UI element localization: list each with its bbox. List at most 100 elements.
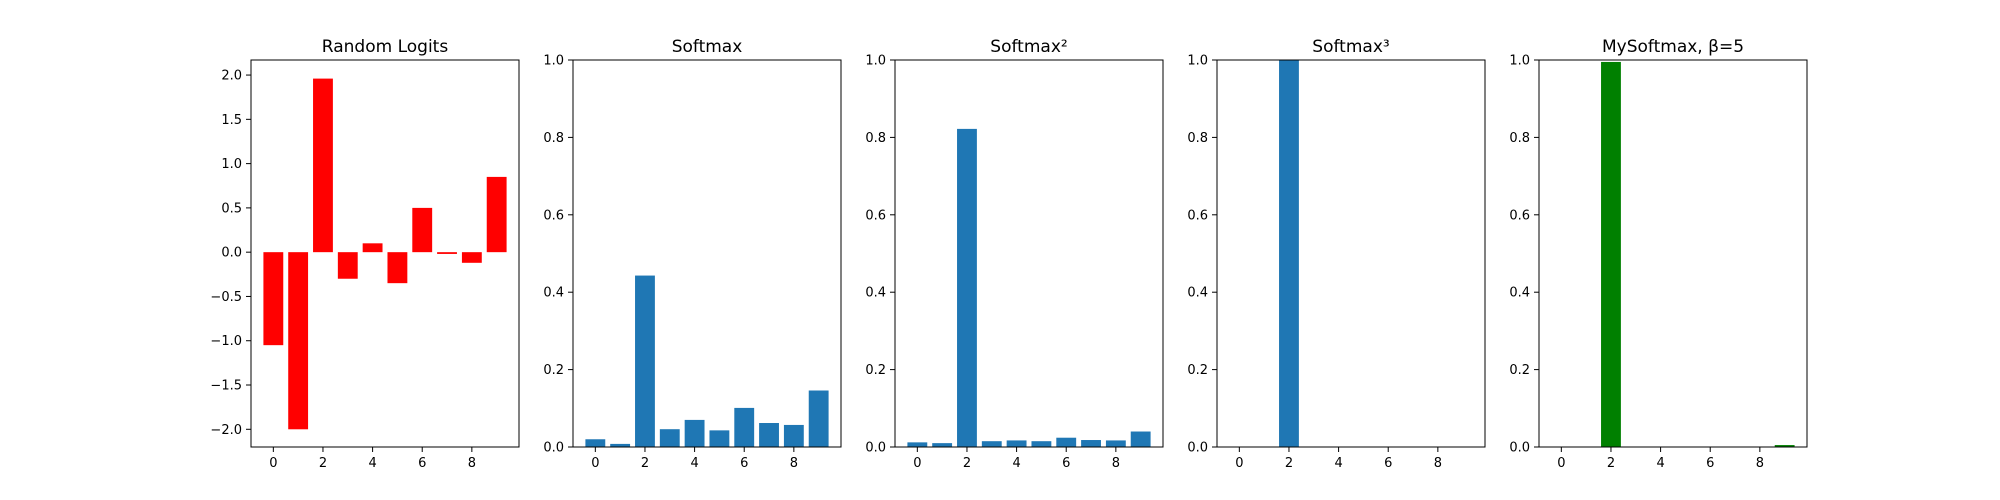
y-tick-label: 0.2 bbox=[1509, 363, 1530, 378]
x-tick-label: 0 bbox=[1557, 456, 1565, 471]
x-tick-label: 8 bbox=[468, 456, 476, 471]
y-tick-label: 0.0 bbox=[221, 246, 242, 261]
bar-2 bbox=[635, 275, 655, 447]
bar-2 bbox=[1279, 60, 1299, 447]
x-tick-label: 4 bbox=[1012, 456, 1020, 471]
bar-3 bbox=[659, 429, 680, 447]
bar-0 bbox=[585, 439, 606, 447]
axes-frame bbox=[572, 59, 842, 448]
chart-panel-2: 0.0 0.2 0.4 0.6 0.8 1.0 0 2 4 6 8 Softmax bbox=[543, 37, 842, 471]
bar-9 bbox=[808, 390, 829, 447]
bar-6 bbox=[1056, 437, 1077, 447]
y-tick-label: 0.0 bbox=[1187, 441, 1208, 456]
y-tick-label: 0.6 bbox=[865, 208, 886, 223]
bar-9 bbox=[1774, 445, 1795, 447]
x-tick-label: 0 bbox=[913, 456, 921, 471]
y-tick-label: 0.8 bbox=[543, 131, 564, 146]
y-tick-label: 0.6 bbox=[1509, 208, 1530, 223]
axes-frame bbox=[894, 59, 1164, 448]
chart-panel-4: 0.0 0.2 0.4 0.6 0.8 1.0 0 2 4 6 8 Softmax³ bbox=[1187, 37, 1486, 471]
y-tick-label: 1.0 bbox=[221, 157, 242, 172]
chart-panel-3: 0.0 0.2 0.4 0.6 0.8 1.0 0 2 4 6 8 Softmax² bbox=[865, 37, 1164, 471]
y-tick-label: −2.0 bbox=[210, 423, 242, 438]
bar-8 bbox=[461, 252, 482, 263]
chart-title: Random Logits bbox=[322, 37, 449, 57]
x-tick-label: 2 bbox=[641, 456, 649, 471]
bar-5 bbox=[387, 252, 408, 284]
bar-0 bbox=[907, 442, 928, 447]
x-tick-label: 2 bbox=[319, 456, 327, 471]
axes-frame bbox=[1538, 59, 1808, 448]
x-tick-label: 2 bbox=[963, 456, 971, 471]
x-tick-label: 8 bbox=[1756, 456, 1764, 471]
bar-2 bbox=[957, 128, 977, 447]
bar-6 bbox=[412, 207, 433, 253]
x-tick-label: 8 bbox=[790, 456, 798, 471]
y-tick-label: 0.0 bbox=[1509, 441, 1530, 456]
x-tick-label: 0 bbox=[1235, 456, 1243, 471]
bar-5 bbox=[709, 430, 730, 447]
chart-title: Softmax³ bbox=[1312, 37, 1389, 57]
y-tick-label: 0.4 bbox=[1187, 286, 1208, 301]
bar-0 bbox=[263, 252, 284, 346]
y-tick-label: 1.0 bbox=[543, 54, 564, 69]
bar-9 bbox=[486, 176, 507, 253]
y-tick-label: −1.0 bbox=[210, 334, 242, 349]
x-tick-label: 4 bbox=[368, 456, 376, 471]
y-tick-label: 0.0 bbox=[543, 441, 564, 456]
bar-7 bbox=[759, 423, 779, 447]
bar-5 bbox=[1031, 441, 1052, 447]
chart-title: Softmax bbox=[672, 37, 743, 57]
x-tick-label: 6 bbox=[1706, 456, 1714, 471]
bar-4 bbox=[362, 243, 383, 253]
bar-1 bbox=[932, 443, 953, 447]
y-tick-label: 0.2 bbox=[1187, 363, 1208, 378]
x-tick-label: 2 bbox=[1285, 456, 1293, 471]
y-tick-label: 0.2 bbox=[543, 363, 564, 378]
bar-4 bbox=[684, 419, 705, 447]
y-tick-label: −0.5 bbox=[210, 290, 242, 305]
y-tick-label: 0.4 bbox=[1509, 286, 1530, 301]
y-tick-label: 0.8 bbox=[1509, 131, 1530, 146]
x-tick-label: 4 bbox=[1656, 456, 1664, 471]
bar-7 bbox=[437, 252, 457, 254]
bar-8 bbox=[783, 424, 804, 447]
bar-2 bbox=[313, 78, 333, 253]
y-tick-label: 0.6 bbox=[543, 208, 564, 223]
bar-9 bbox=[1130, 431, 1151, 447]
bar-2 bbox=[1601, 61, 1621, 447]
chart-panel-5: 0.0 0.2 0.4 0.6 0.8 1.0 0 2 4 6 8 MySoftmax, β=5 bbox=[1509, 37, 1808, 471]
chart-title: Softmax² bbox=[990, 37, 1067, 57]
y-tick-label: 0.2 bbox=[865, 363, 886, 378]
x-tick-label: 6 bbox=[1062, 456, 1070, 471]
x-tick-label: 8 bbox=[1112, 456, 1120, 471]
y-tick-label: 1.5 bbox=[221, 113, 242, 128]
axes-frame bbox=[250, 59, 520, 448]
y-tick-label: −1.5 bbox=[210, 379, 242, 394]
x-tick-label: 4 bbox=[1334, 456, 1342, 471]
bar-6 bbox=[734, 407, 755, 447]
y-tick-label: 0.0 bbox=[865, 441, 886, 456]
x-tick-label: 2 bbox=[1607, 456, 1615, 471]
chart-title: MySoftmax, β=5 bbox=[1602, 37, 1744, 57]
chart-panel-1: −2.0 −1.5 −1.0 −0.5 0.0 0.5 1.0 1.5 2.0 0 2 4 6 8 Rand… bbox=[210, 37, 520, 471]
y-tick-label: 0.8 bbox=[1187, 131, 1208, 146]
y-tick-label: 1.0 bbox=[1187, 54, 1208, 69]
bar-1 bbox=[610, 443, 631, 447]
y-tick-label: 0.5 bbox=[221, 201, 242, 216]
x-tick-label: 0 bbox=[591, 456, 599, 471]
y-tick-label: 0.8 bbox=[865, 131, 886, 146]
bar-4 bbox=[1006, 440, 1027, 447]
x-tick-label: 8 bbox=[1434, 456, 1442, 471]
y-tick-label: 1.0 bbox=[865, 54, 886, 69]
y-tick-label: 0.6 bbox=[1187, 208, 1208, 223]
y-tick-label: 2.0 bbox=[221, 69, 242, 84]
y-tick-label: 0.4 bbox=[543, 286, 564, 301]
bar-1 bbox=[288, 252, 309, 430]
x-tick-label: 0 bbox=[269, 456, 277, 471]
bar-7 bbox=[1081, 440, 1101, 447]
x-tick-label: 6 bbox=[418, 456, 426, 471]
x-tick-label: 6 bbox=[1384, 456, 1392, 471]
axes-frame bbox=[1216, 59, 1486, 448]
